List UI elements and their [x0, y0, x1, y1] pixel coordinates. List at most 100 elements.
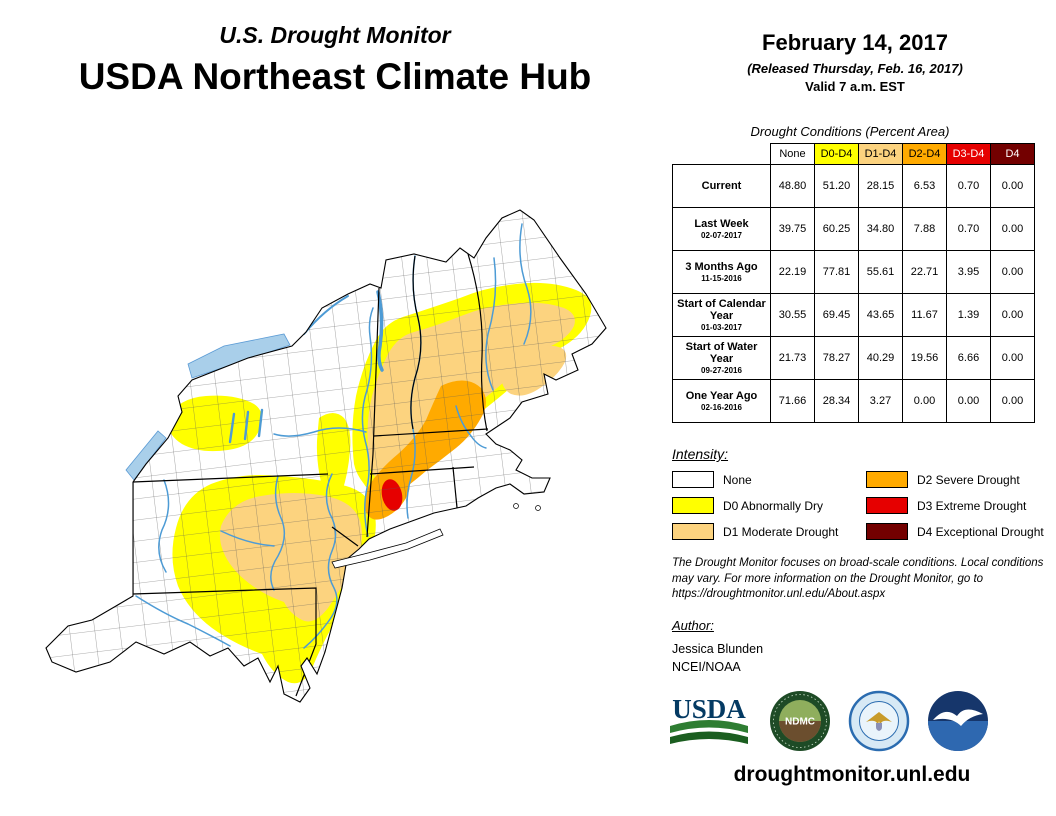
row-label: 3 Months Ago 11-15-2016: [672, 250, 771, 294]
row-label-date: 09-27-2016: [701, 366, 742, 376]
row-label: Start of Calendar Year 01-03-2017: [672, 293, 771, 337]
table-cell: 39.75: [770, 207, 815, 251]
row-label: Start of Water Year 09-27-2016: [672, 336, 771, 380]
row-label-date: 02-07-2017: [701, 230, 742, 240]
legend-label: D2 Severe Drought: [917, 472, 1020, 487]
legend-item-none: None: [672, 471, 844, 488]
swatch-none: [672, 471, 714, 488]
row-label: Last Week 02-07-2017: [672, 207, 771, 251]
ndmc-logo: NDMC: [770, 691, 830, 751]
valid-time: Valid 7 a.m. EST: [805, 79, 905, 94]
row-label-text: Current: [701, 179, 742, 192]
table-cell: 77.81: [814, 250, 859, 294]
column-header-none: None: [770, 143, 815, 165]
table-cell: 55.61: [858, 250, 903, 294]
legend-item-d4: D4 Exceptional Drought: [866, 523, 1044, 540]
rivers: [135, 223, 532, 649]
commerce-seal: [848, 690, 910, 752]
column-header-d3: D3-D4: [946, 143, 991, 165]
map-fills: [46, 210, 606, 702]
page-title: USDA Northeast Climate Hub: [78, 56, 592, 97]
author-name: Jessica Blunden: [672, 642, 764, 656]
legend-item-d1: D1 Moderate Drought: [672, 523, 844, 540]
author-label: Author:: [672, 618, 714, 633]
legend-item-d0: D0 Abnormally Dry: [672, 497, 844, 514]
table-cell: 0.00: [990, 293, 1035, 337]
table-cell: 6.53: [902, 164, 947, 208]
legend-title: Intensity:: [672, 446, 729, 462]
table-cell: 28.15: [858, 164, 903, 208]
table-cell: 1.39: [946, 293, 991, 337]
table-cell: 6.66: [946, 336, 991, 380]
legend-label: None: [723, 472, 752, 487]
table-row: Current 48.80 51.20 28.15 6.53 0.70 0.00: [672, 164, 1035, 208]
table-cell: 34.80: [858, 207, 903, 251]
table-title: Drought Conditions (Percent Area): [750, 124, 950, 139]
table-cell: 28.34: [814, 379, 859, 423]
table-cell: 71.66: [770, 379, 815, 423]
row-label: Current: [672, 164, 771, 208]
site-url: droughtmonitor.unl.edu: [733, 763, 971, 786]
column-header-d2: D2-D4: [902, 143, 947, 165]
table-row: Start of Water Year 09-27-2016 21.73 78.…: [672, 336, 1035, 380]
table-cell: 0.00: [990, 207, 1035, 251]
table-cell: 11.67: [902, 293, 947, 337]
table-cell: 0.70: [946, 207, 991, 251]
swatch-d0: [672, 497, 714, 514]
table-header-row: None D0-D4 D1-D4 D2-D4 D3-D4 D4: [672, 143, 1035, 165]
drought-conditions-table: None D0-D4 D1-D4 D2-D4 D3-D4 D4 Current …: [672, 143, 1035, 423]
row-label-text: Start of Water Year: [685, 340, 758, 366]
legend-label: D0 Abnormally Dry: [723, 498, 824, 513]
row-label-text: Last Week: [694, 218, 749, 231]
table-cell: 22.71: [902, 250, 947, 294]
row-label-text: One Year Ago: [685, 390, 758, 403]
table-row: Last Week 02-07-2017 39.75 60.25 34.80 7…: [672, 207, 1035, 251]
legend-item-d3: D3 Extreme Drought: [866, 497, 1044, 514]
legend-label: D4 Exceptional Drought: [917, 524, 1044, 539]
table-cell: 0.00: [946, 379, 991, 423]
table-cell: 40.29: [858, 336, 903, 380]
row-label-text: Start of Calendar Year: [677, 297, 766, 323]
usda-logo: USDA: [670, 694, 748, 744]
date-block: February 14, 2017 (Released Thursday, Fe…: [690, 30, 1020, 94]
noaa-logo: [928, 691, 988, 751]
table-cell: 21.73: [770, 336, 815, 380]
release-date: (Released Thursday, Feb. 16, 2017): [747, 61, 963, 76]
table-corner: [672, 143, 771, 165]
column-header-d0: D0-D4: [814, 143, 859, 165]
table-cell: 0.00: [902, 379, 947, 423]
author-block: Author: Jessica Blunden NCEI/NOAA: [672, 618, 763, 674]
table-cell: 51.20: [814, 164, 859, 208]
table-row: One Year Ago 02-16-2016 71.66 28.34 3.27…: [672, 379, 1035, 423]
table-cell: 78.27: [814, 336, 859, 380]
legend-label: D3 Extreme Drought: [917, 498, 1027, 513]
row-label-text: 3 Months Ago: [685, 261, 758, 274]
table-cell: 3.27: [858, 379, 903, 423]
table-cell: 0.00: [990, 379, 1035, 423]
table-cell: 3.95: [946, 250, 991, 294]
table-cell: 22.19: [770, 250, 815, 294]
legend-item-d2: D2 Severe Drought: [866, 471, 1044, 488]
row-label-date: 01-03-2017: [701, 323, 742, 333]
column-header-d1: D1-D4: [858, 143, 903, 165]
table-cell: 0.70: [946, 164, 991, 208]
row-label-date: 11-15-2016: [701, 273, 742, 283]
svg-text:USDA: USDA: [672, 694, 746, 724]
table-cell: 30.55: [770, 293, 815, 337]
title-block: U.S. Drought Monitor USDA Northeast Clim…: [30, 22, 640, 98]
intensity-legend: Intensity: None D0 Abnormally Dry D1 Mod…: [672, 446, 1044, 540]
row-label: One Year Ago 02-16-2016: [672, 379, 771, 423]
row-label-date: 02-16-2016: [701, 402, 742, 412]
table-cell: 48.80: [770, 164, 815, 208]
table-cell: 19.56: [902, 336, 947, 380]
disclaimer-text: The Drought Monitor focuses on broad-sca…: [672, 557, 1044, 601]
logo-row: USDA NDMC: [666, 690, 989, 752]
table-row: Start of Calendar Year 01-03-2017 30.55 …: [672, 293, 1035, 337]
swatch-d3: [866, 497, 908, 514]
table-cell: 0.00: [990, 336, 1035, 380]
author-org: NCEI/NOAA: [672, 660, 741, 674]
swatch-d1: [672, 523, 714, 540]
table-cell: 43.65: [858, 293, 903, 337]
column-header-d4: D4: [990, 143, 1035, 165]
